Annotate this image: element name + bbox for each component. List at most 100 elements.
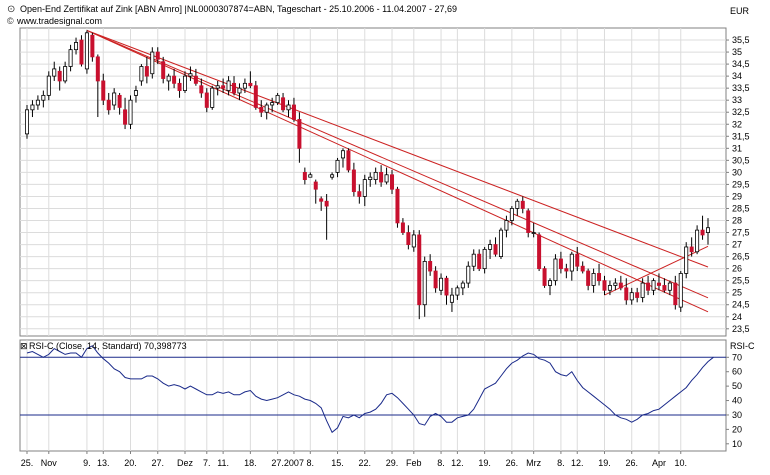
candle-body-down: [493, 244, 498, 255]
candle-body-up: [308, 174, 313, 178]
candle: [30, 100, 35, 118]
candle-body-down: [580, 265, 585, 272]
price-axis: 23,5 24 24,5 25 25,5 26 26,5 27 27,5 28 28,5 29 29,5…: [726, 35, 750, 334]
candle-body-down: [428, 261, 433, 272]
candle-body-up: [455, 287, 460, 296]
candle: [477, 249, 482, 272]
candle: [35, 95, 40, 110]
candle-body-down: [313, 181, 318, 190]
candle-body-down: [656, 282, 661, 286]
date-tick-label: 26.: [506, 458, 519, 468]
candle-body-up: [210, 87, 215, 108]
candle: [324, 194, 329, 240]
candle-body-down: [155, 51, 160, 60]
candle: [597, 263, 602, 286]
date-tick-label: 20.: [124, 458, 137, 468]
candle: [602, 275, 607, 296]
candle-body-up: [667, 282, 672, 291]
candle-body-up: [460, 282, 465, 289]
candle-body-down: [302, 171, 307, 180]
candle: [613, 278, 618, 291]
candle: [340, 148, 345, 168]
price-tick-label: 29: [732, 191, 742, 201]
candle: [553, 254, 558, 286]
candle-body-up: [46, 75, 51, 96]
candle: [123, 97, 128, 130]
candle-body-down: [635, 292, 640, 298]
candle-body-up: [182, 75, 187, 91]
candle-body-up: [504, 220, 509, 231]
candle: [79, 35, 84, 67]
date-tick-label: 10.: [675, 458, 688, 468]
price-tick-label: 31: [732, 143, 742, 153]
candle-body-up: [35, 99, 40, 106]
rsi-axis: 10 20 30 40 50 60 70: [726, 352, 742, 449]
candle-body-down: [204, 92, 209, 108]
candle-body-up: [531, 232, 536, 234]
candle-body-up: [509, 208, 514, 221]
candle: [362, 174, 367, 207]
candle-body-up: [613, 282, 618, 286]
candle-body-up: [112, 92, 117, 106]
candle: [460, 280, 465, 296]
candle: [259, 100, 264, 118]
rsi-tick-label: 20: [732, 424, 742, 434]
price-tick-label: 30: [732, 167, 742, 177]
candle-body-up: [488, 244, 493, 250]
candle-body-down: [662, 285, 667, 291]
candle: [684, 242, 689, 279]
candle-body-up: [270, 102, 275, 106]
date-tick-label: 29.: [386, 458, 399, 468]
candle-body-up: [439, 277, 444, 291]
price-tick-label: 33: [732, 95, 742, 105]
candle-body-down: [400, 222, 405, 233]
candle: [270, 97, 275, 113]
date-tick-label: 9.: [83, 458, 91, 468]
candle: [373, 167, 378, 185]
date-tick-label: 25.: [21, 458, 34, 468]
candle: [406, 225, 411, 250]
candle-body-down: [689, 246, 694, 253]
candle: [112, 88, 117, 110]
candle: [101, 73, 106, 105]
candle-body-up: [629, 292, 634, 301]
candle: [509, 206, 514, 226]
candle-body-up: [242, 82, 247, 89]
candle: [629, 287, 634, 305]
date-tick-label: Feb: [406, 458, 422, 468]
candle-body-down: [57, 70, 62, 82]
candle-body-down: [357, 191, 362, 197]
candle: [139, 64, 144, 86]
candle-body-down: [161, 61, 166, 79]
candle: [166, 73, 171, 91]
candle-body-up: [373, 171, 378, 180]
candle-body-up: [68, 49, 73, 67]
date-tick-label: 8.: [437, 458, 445, 468]
candle: [422, 256, 427, 317]
candle: [607, 280, 612, 296]
candle-body-down: [144, 66, 149, 77]
candle: [199, 78, 204, 98]
candle: [281, 92, 286, 113]
candle: [537, 232, 542, 272]
candle-body-up: [41, 94, 46, 101]
candle: [221, 78, 226, 93]
candle: [368, 172, 373, 187]
candle-body-down: [558, 258, 563, 270]
candle: [428, 254, 433, 276]
candle: [264, 102, 269, 120]
candle-body-down: [602, 280, 607, 291]
candle-body-down: [106, 99, 111, 111]
candle: [520, 196, 525, 214]
price-panel-frame: [19, 27, 727, 337]
candle: [193, 68, 198, 86]
candle: [580, 261, 585, 274]
candle-body-up: [362, 179, 367, 197]
candle: [689, 237, 694, 257]
candle: [319, 196, 324, 211]
candle: [161, 56, 166, 84]
price-tick-label: 25: [732, 288, 742, 298]
candle-body-down: [324, 200, 329, 207]
candle: [68, 44, 73, 72]
